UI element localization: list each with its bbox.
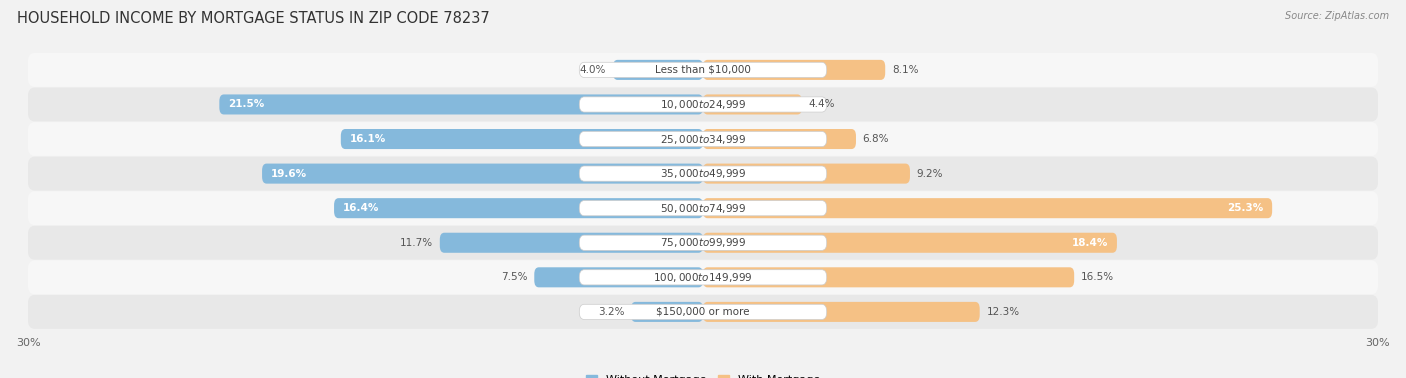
Legend: Without Mortgage, With Mortgage: Without Mortgage, With Mortgage xyxy=(582,370,824,378)
Text: 4.0%: 4.0% xyxy=(579,65,606,75)
Text: $10,000 to $24,999: $10,000 to $24,999 xyxy=(659,98,747,111)
Text: 3.2%: 3.2% xyxy=(598,307,624,317)
Text: $25,000 to $34,999: $25,000 to $34,999 xyxy=(659,133,747,146)
Text: 6.8%: 6.8% xyxy=(863,134,889,144)
FancyBboxPatch shape xyxy=(579,132,827,147)
FancyBboxPatch shape xyxy=(219,94,703,115)
FancyBboxPatch shape xyxy=(579,166,827,181)
FancyBboxPatch shape xyxy=(703,302,980,322)
Text: 16.5%: 16.5% xyxy=(1081,272,1114,282)
Text: 18.4%: 18.4% xyxy=(1071,238,1108,248)
Text: 7.5%: 7.5% xyxy=(501,272,527,282)
FancyBboxPatch shape xyxy=(440,233,703,253)
Text: 16.1%: 16.1% xyxy=(350,134,387,144)
Text: 8.1%: 8.1% xyxy=(891,65,918,75)
Text: 11.7%: 11.7% xyxy=(399,238,433,248)
FancyBboxPatch shape xyxy=(28,226,1378,260)
FancyBboxPatch shape xyxy=(335,198,703,218)
Text: 25.3%: 25.3% xyxy=(1227,203,1263,213)
Text: 16.4%: 16.4% xyxy=(343,203,380,213)
Text: 21.5%: 21.5% xyxy=(228,99,264,110)
FancyBboxPatch shape xyxy=(28,260,1378,294)
FancyBboxPatch shape xyxy=(579,304,827,319)
Text: $35,000 to $49,999: $35,000 to $49,999 xyxy=(659,167,747,180)
FancyBboxPatch shape xyxy=(703,267,1074,287)
Text: 9.2%: 9.2% xyxy=(917,169,943,178)
Text: HOUSEHOLD INCOME BY MORTGAGE STATUS IN ZIP CODE 78237: HOUSEHOLD INCOME BY MORTGAGE STATUS IN Z… xyxy=(17,11,489,26)
FancyBboxPatch shape xyxy=(703,233,1116,253)
FancyBboxPatch shape xyxy=(262,164,703,184)
FancyBboxPatch shape xyxy=(703,164,910,184)
Text: 4.4%: 4.4% xyxy=(808,99,835,110)
FancyBboxPatch shape xyxy=(579,201,827,216)
FancyBboxPatch shape xyxy=(703,198,1272,218)
FancyBboxPatch shape xyxy=(28,191,1378,225)
FancyBboxPatch shape xyxy=(579,235,827,250)
Text: $50,000 to $74,999: $50,000 to $74,999 xyxy=(659,202,747,215)
FancyBboxPatch shape xyxy=(28,88,1378,121)
FancyBboxPatch shape xyxy=(340,129,703,149)
FancyBboxPatch shape xyxy=(703,60,886,80)
FancyBboxPatch shape xyxy=(579,97,827,112)
FancyBboxPatch shape xyxy=(579,62,827,77)
FancyBboxPatch shape xyxy=(703,129,856,149)
Text: $150,000 or more: $150,000 or more xyxy=(657,307,749,317)
FancyBboxPatch shape xyxy=(28,122,1378,156)
Text: Less than $10,000: Less than $10,000 xyxy=(655,65,751,75)
FancyBboxPatch shape xyxy=(703,94,801,115)
Text: $75,000 to $99,999: $75,000 to $99,999 xyxy=(659,236,747,249)
FancyBboxPatch shape xyxy=(28,295,1378,329)
FancyBboxPatch shape xyxy=(579,270,827,285)
Text: $100,000 to $149,999: $100,000 to $149,999 xyxy=(654,271,752,284)
FancyBboxPatch shape xyxy=(28,156,1378,191)
Text: Source: ZipAtlas.com: Source: ZipAtlas.com xyxy=(1285,11,1389,21)
FancyBboxPatch shape xyxy=(28,53,1378,87)
FancyBboxPatch shape xyxy=(613,60,703,80)
FancyBboxPatch shape xyxy=(534,267,703,287)
FancyBboxPatch shape xyxy=(631,302,703,322)
Text: 19.6%: 19.6% xyxy=(271,169,307,178)
Text: 12.3%: 12.3% xyxy=(987,307,1019,317)
